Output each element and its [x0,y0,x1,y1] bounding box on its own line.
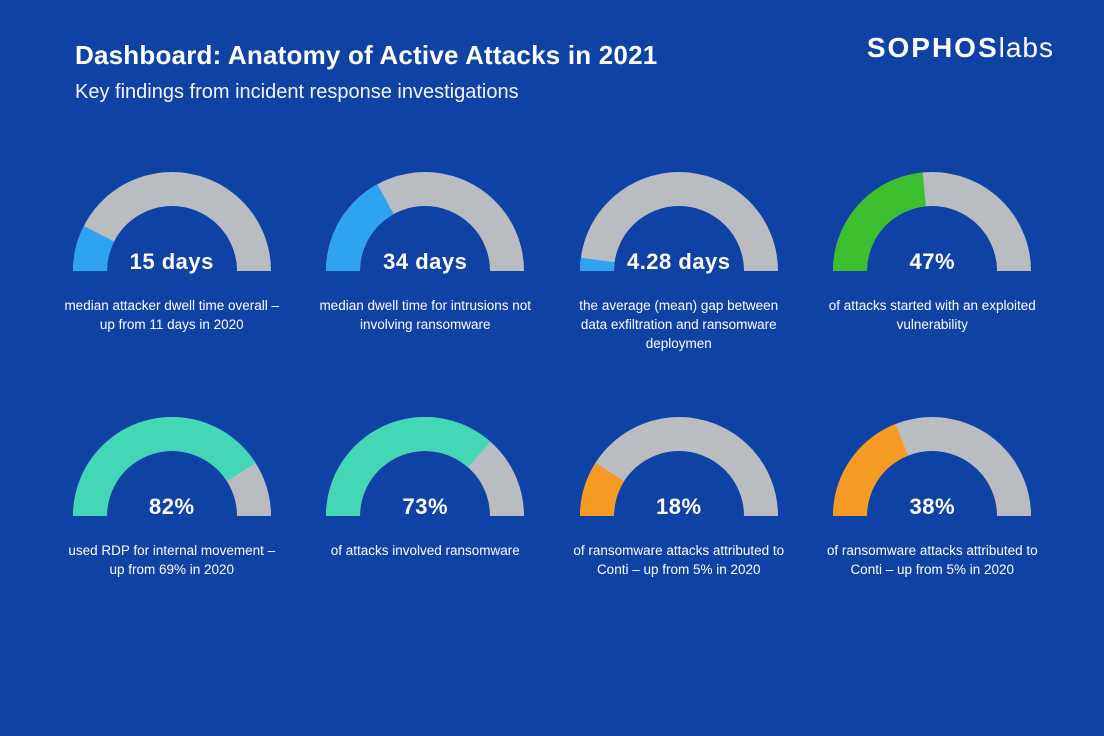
metric-value: 47% [827,249,1037,275]
logo-bold: SOPHOS [867,32,999,63]
metric-card: 15 daysmedian attacker dwell time overal… [60,159,284,354]
page-subtitle: Key findings from incident response inve… [75,81,657,104]
metric-value: 4.28 days [574,249,784,275]
metric-card: 73%of attacks involved ransomware [314,404,538,580]
gauge: 15 days [67,159,277,279]
header: Dashboard: Anatomy of Active Attacks in … [0,0,1104,104]
metric-value: 38% [827,494,1037,520]
title-block: Dashboard: Anatomy of Active Attacks in … [75,40,657,104]
metric-card: 82%used RDP for internal movement – up f… [60,404,284,580]
gauge: 34 days [320,159,530,279]
gauge-grid: 15 daysmedian attacker dwell time overal… [0,104,1104,579]
gauge: 38% [827,404,1037,524]
gauge: 47% [827,159,1037,279]
metric-card: 4.28 daysthe average (mean) gap between … [567,159,791,354]
brand-logo: SOPHOSlabs [867,32,1054,64]
metric-card: 18%of ransomware attacks attributed to C… [567,404,791,580]
metric-value: 73% [320,494,530,520]
page-title: Dashboard: Anatomy of Active Attacks in … [75,40,657,71]
gauge: 82% [67,404,277,524]
metric-value: 18% [574,494,784,520]
metric-card: 38%of ransomware attacks attributed to C… [821,404,1045,580]
metric-value: 34 days [320,249,530,275]
metric-card: 34 daysmedian dwell time for intrusions … [314,159,538,354]
gauge: 18% [574,404,784,524]
gauge: 73% [320,404,530,524]
metric-value: 82% [67,494,277,520]
metric-card: 47%of attacks started with an exploited … [821,159,1045,354]
logo-light: labs [999,32,1054,63]
metric-value: 15 days [67,249,277,275]
gauge: 4.28 days [574,159,784,279]
